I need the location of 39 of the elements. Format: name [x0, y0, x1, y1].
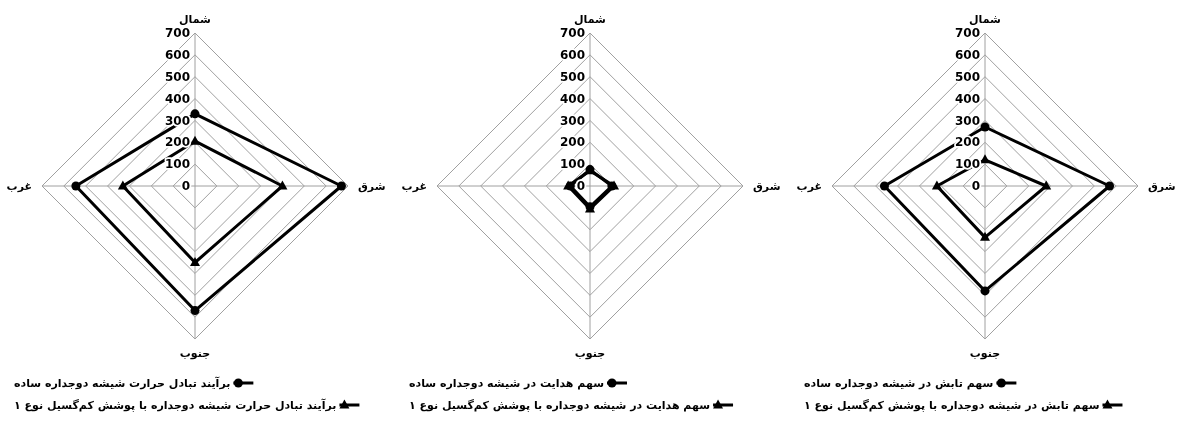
spoke-label: غرب [6, 179, 32, 193]
spoke-label: غرب [796, 179, 822, 193]
y-tick-label: 400 [559, 91, 585, 106]
spoke-label: شرق [358, 179, 386, 193]
y-tick-label: 600 [164, 48, 190, 63]
y-tick-label: 500 [559, 69, 585, 84]
spoke-label: شمال [574, 12, 606, 26]
y-tick-label: 600 [954, 48, 980, 63]
legend-label: سهم هدایت در شیشه دوجداره با پوشش کم‌گسیل نوع ۱ [409, 398, 711, 412]
y-tick-label: 0 [576, 179, 585, 194]
spoke-label: شمال [969, 12, 1001, 26]
legend-label: سهم تابش در شیشه دوجداره با پوشش کم‌گسیل نوع ۱ [804, 398, 1100, 412]
y-tick-label: 500 [954, 69, 980, 84]
y-tick-label: 100 [559, 157, 585, 172]
y-tick-label: 100 [164, 157, 190, 172]
legend-label: برآیند تبادل حرارت شیشه دوجداره ساده [14, 375, 231, 390]
y-tick-label: 300 [954, 113, 980, 128]
y-tick-label: 500 [164, 69, 190, 84]
y-tick-label: 300 [559, 113, 585, 128]
y-tick-label: 200 [164, 135, 190, 150]
spoke-label: شرق [753, 179, 781, 193]
y-tick-label: 600 [559, 48, 585, 63]
legend-label: سهم هدایت در شیشه دوجداره ساده [409, 376, 604, 390]
legend-label: سهم تابش در شیشه دوجداره ساده [804, 376, 994, 390]
y-tick-label: 0 [971, 179, 980, 194]
spoke-label: غرب [401, 179, 427, 193]
spoke-label: جنوب [574, 346, 606, 360]
y-tick-label: 400 [954, 91, 980, 106]
legend-label: برآیند تبادل حرارت شیشه دوجداره با پوشش کم‌گسیل نوع ۱ [14, 397, 337, 412]
y-tick-label: 200 [559, 135, 585, 150]
y-tick-label: 700 [164, 26, 190, 41]
spoke-label: جنوب [969, 346, 1001, 360]
y-tick-label: 700 [559, 26, 585, 41]
spoke-label: شمال [179, 12, 211, 26]
y-tick-label: 0 [181, 179, 190, 194]
y-tick-label: 700 [954, 26, 980, 41]
spoke-label: جنوب [179, 346, 211, 360]
spoke-label: شرق [1148, 179, 1176, 193]
y-tick-label: 400 [164, 91, 190, 106]
